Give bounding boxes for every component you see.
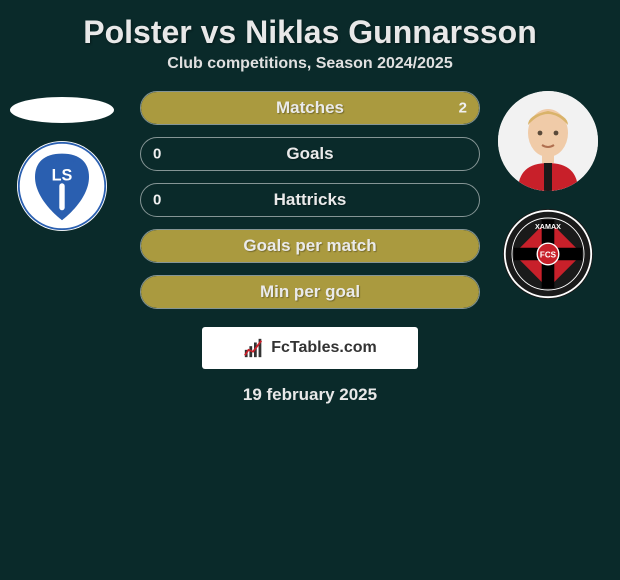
stat-row: Min per goal	[140, 275, 480, 309]
watermark-badge: FcTables.com	[202, 327, 418, 369]
page-title: Polster vs Niklas Gunnarsson	[0, 0, 620, 55]
left-player-silhouette	[10, 97, 114, 123]
bar-chart-icon	[243, 337, 265, 359]
stat-row: Goals per match	[140, 229, 480, 263]
date-label: 19 february 2025	[0, 385, 620, 405]
left-club-badge: LS LAUSANNE	[17, 141, 107, 231]
lausanne-badge-icon: LS LAUSANNE	[17, 141, 107, 231]
stat-rows: Matches 2 0 Goals 0 Hattricks Goals per match M…	[140, 91, 480, 309]
watermark-text: FcTables.com	[271, 339, 377, 357]
stat-value-right: 2	[459, 100, 467, 117]
stat-value-left: 0	[153, 146, 161, 163]
svg-text:FCS: FCS	[540, 251, 557, 260]
stat-label: Hattricks	[274, 190, 347, 210]
xamax-badge-icon: FCS XAMAX	[503, 209, 593, 299]
player-face-icon	[498, 91, 598, 191]
stat-row: 0 Hattricks	[140, 183, 480, 217]
stat-label: Goals	[286, 144, 333, 164]
svg-text:LAUSANNE: LAUSANNE	[45, 158, 79, 165]
comparison-panel: LS LAUSANNE	[0, 91, 620, 405]
stat-label: Matches	[276, 98, 344, 118]
left-player-column: LS LAUSANNE	[10, 91, 114, 231]
right-player-column: FCS XAMAX	[498, 91, 598, 299]
svg-text:XAMAX: XAMAX	[535, 222, 561, 231]
stat-row: Matches 2	[140, 91, 480, 125]
stat-label: Min per goal	[260, 282, 360, 302]
stat-label: Goals per match	[243, 236, 376, 256]
right-club-badge: FCS XAMAX	[503, 209, 593, 299]
stat-value-left: 0	[153, 192, 161, 209]
right-player-photo	[498, 91, 598, 191]
svg-text:LS: LS	[52, 167, 73, 185]
stat-row: 0 Goals	[140, 137, 480, 171]
subtitle: Club competitions, Season 2024/2025	[0, 55, 620, 91]
